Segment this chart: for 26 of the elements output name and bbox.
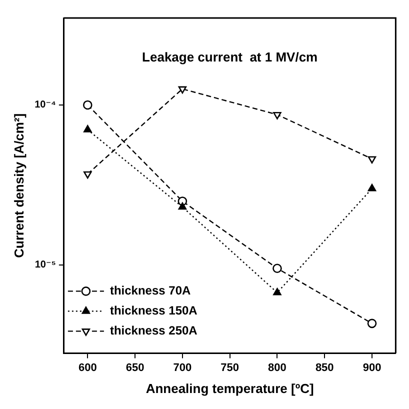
x-tick-label: 650 [126,362,144,374]
legend-label: thickness 250A [110,324,198,338]
x-tick-label: 700 [173,362,192,374]
y-tick-label: 10⁻⁴ [34,100,56,111]
point [273,288,282,296]
point [82,100,92,110]
x-tick-label: 850 [315,362,334,374]
point [84,125,92,132]
y-tick-label: 10⁻⁵ [34,260,56,271]
legend-label: thickness 150A [110,304,198,318]
point [178,86,187,94]
point [272,264,282,274]
y-axis-title: Current density [A/cm²] [11,113,26,258]
x-tick-label: 750 [220,362,240,374]
point [367,318,377,328]
point [178,202,187,210]
x-tick-label: 600 [78,362,97,374]
legend-label: thickness 70A [110,284,191,298]
point [273,112,282,120]
text: Leakage current at 1 MV/cm [142,50,318,65]
point [84,171,92,179]
x-axis-title: Annealing temperature [ºC] [146,380,314,396]
point [368,184,376,192]
x-tick-label: 900 [362,362,382,374]
point [368,156,376,164]
x-tick-label: 800 [268,362,286,374]
